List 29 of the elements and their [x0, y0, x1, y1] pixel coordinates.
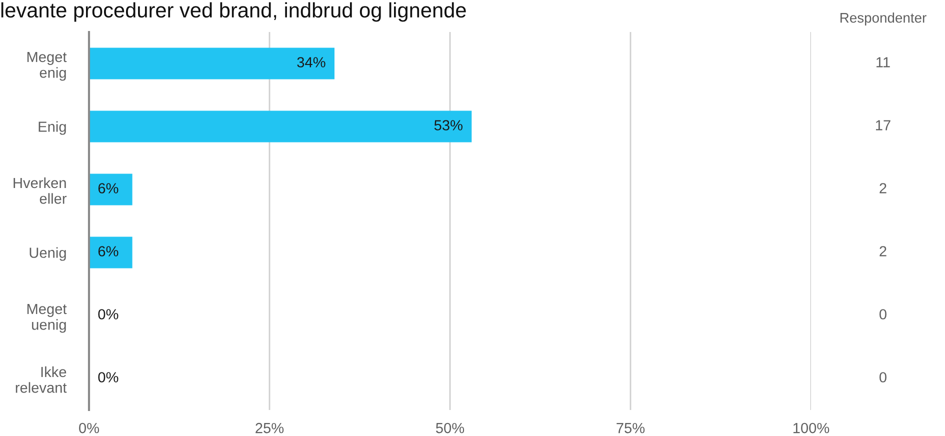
data-label: 6% [98, 183, 118, 194]
text: 0 [880, 372, 886, 382]
text: 2 [880, 246, 886, 256]
data-label: 0% [98, 309, 118, 320]
y-tick-label: Hverken eller [14, 177, 67, 204]
text: 2 [880, 183, 886, 194]
x-tick-label: 25% [256, 422, 284, 434]
data-label: 6% [98, 246, 118, 256]
bar [89, 174, 132, 206]
text: 11 [876, 57, 890, 68]
y-tick-label: Meget enig [27, 52, 67, 81]
chart-title: levante procedurer ved brand, indbrud og lignende [1, 2, 466, 22]
data-label: 53% [434, 120, 462, 130]
x-tick-label: 75% [616, 422, 645, 434]
x-tick-label: 50% [436, 422, 464, 434]
data-label: 0% [98, 372, 118, 382]
bar [89, 236, 132, 268]
bar [89, 48, 334, 80]
x-tick-label: 100% [793, 422, 830, 434]
text: Respondenter [840, 12, 926, 26]
text: 17 [876, 120, 890, 130]
data-label: 34% [297, 57, 326, 68]
y-tick-label: Ikke relevant [16, 366, 67, 393]
y-tick-label: Uenig [30, 247, 66, 261]
x-tick-label: 0% [79, 422, 100, 434]
bar [89, 110, 472, 142]
y-tick-label: Enig [38, 121, 66, 135]
text: 0 [880, 309, 886, 320]
y-tick-label: Meget uenig [27, 304, 67, 333]
